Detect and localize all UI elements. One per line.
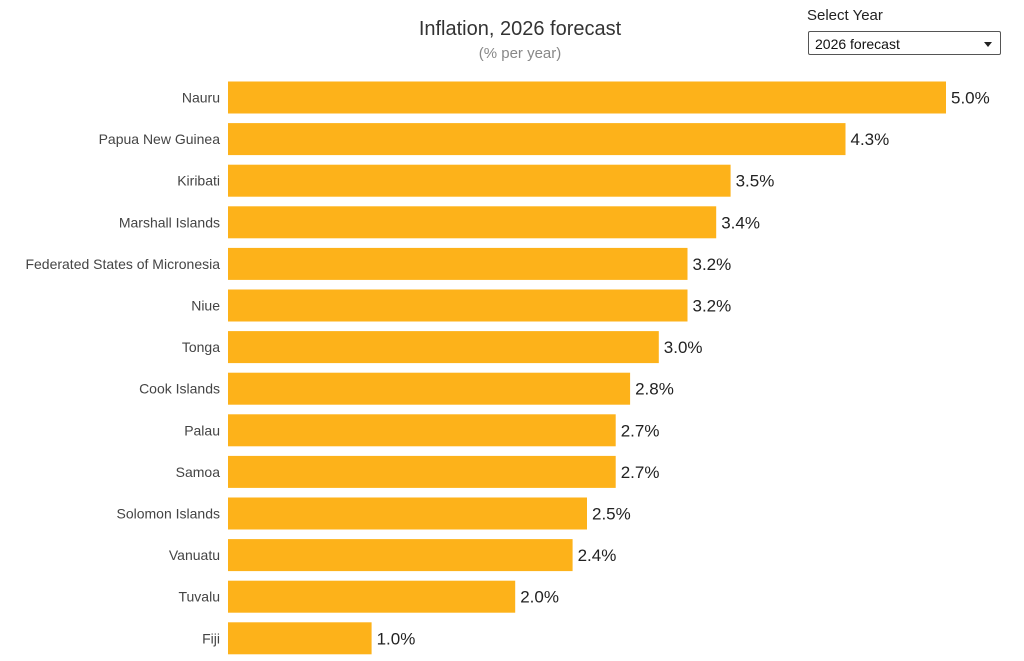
category-label: Tuvalu <box>178 589 220 605</box>
bar-samoa[interactable] <box>228 455 616 488</box>
category-label: Nauru <box>182 90 220 106</box>
category-label: Kiribati <box>177 173 220 189</box>
bar-fiji[interactable] <box>228 622 372 655</box>
category-label: Niue <box>191 298 220 314</box>
value-label: 2.4% <box>578 546 617 565</box>
value-label: 5.0% <box>951 89 990 108</box>
category-label: Cook Islands <box>139 381 220 397</box>
chart-title: Inflation, 2026 forecast <box>418 18 622 40</box>
category-label: Palau <box>184 422 220 438</box>
category-label: Papua New Guinea <box>99 131 221 147</box>
bar-palau[interactable] <box>228 414 616 447</box>
chevron-down-icon <box>984 42 992 47</box>
bar-marshall-islands[interactable] <box>228 206 717 239</box>
value-label: 2.8% <box>635 380 674 399</box>
year-dropdown[interactable]: 2026 forecast <box>808 31 1001 55</box>
category-label: Vanuatu <box>169 547 220 563</box>
chart-subtitle: (% per year) <box>478 45 562 62</box>
category-label: Tonga <box>182 339 220 355</box>
value-label: 3.4% <box>721 213 760 232</box>
bar-nauru[interactable] <box>228 81 946 114</box>
bar-niue[interactable] <box>228 289 688 322</box>
bar-papua-new-guinea[interactable] <box>228 123 846 156</box>
category-label: Solomon Islands <box>116 506 220 522</box>
bar-tuvalu[interactable] <box>228 580 516 613</box>
bar-federated-states-of-micronesia[interactable] <box>228 247 688 280</box>
value-label: 3.0% <box>664 338 703 357</box>
bar-solomon-islands[interactable] <box>228 497 587 530</box>
year-dropdown-value: 2026 forecast <box>815 36 900 52</box>
select-year-label: Select Year <box>807 7 883 24</box>
category-label: Marshall Islands <box>119 214 220 230</box>
value-label: 2.7% <box>621 421 660 440</box>
bar-kiribati[interactable] <box>228 164 731 197</box>
category-label: Samoa <box>176 464 221 480</box>
value-label: 4.3% <box>851 130 890 149</box>
category-label: Fiji <box>202 630 220 646</box>
value-label: 2.0% <box>520 588 559 607</box>
value-label: 2.7% <box>621 463 660 482</box>
value-label: 2.5% <box>592 505 631 524</box>
value-label: 3.2% <box>693 297 732 316</box>
bar-cook-islands[interactable] <box>228 372 631 405</box>
value-label: 1.0% <box>377 629 416 648</box>
value-label: 3.5% <box>736 172 775 191</box>
category-label: Federated States of Micronesia <box>25 256 220 272</box>
bar-vanuatu[interactable] <box>228 539 573 572</box>
value-label: 3.2% <box>693 255 732 274</box>
bar-tonga[interactable] <box>228 331 659 364</box>
